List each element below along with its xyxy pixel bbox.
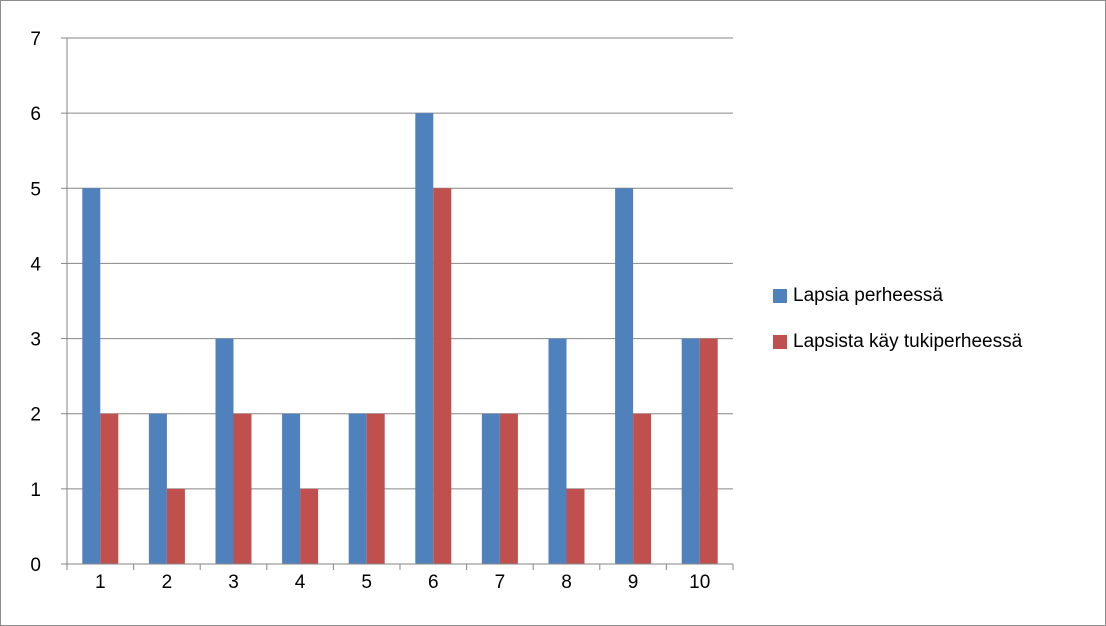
- x-tick-label: 6: [428, 572, 439, 593]
- gridlines: [67, 37, 733, 490]
- legend-item-series-1: Lapsia perheessä: [773, 283, 1103, 309]
- bar-series-2-cat-8: [566, 488, 585, 564]
- bar-series-1-cat-5: [348, 413, 367, 564]
- bar-series-1-cat-10: [681, 338, 700, 564]
- x-tick-label: 4: [295, 572, 306, 593]
- bar-series-1-cat-1: [82, 188, 101, 565]
- bar-series-2-cat-9: [633, 413, 652, 564]
- bar-series-1-cat-4: [282, 413, 301, 564]
- x-tick-label: 2: [162, 572, 173, 593]
- legend-item-series-2: Lapsista käy tukiperheessä: [773, 329, 1103, 355]
- bar-series-2-cat-3: [233, 413, 252, 564]
- y-tick-label: 7: [30, 29, 41, 50]
- bar-series-2-cat-5: [366, 413, 385, 564]
- bar-series-2-cat-7: [499, 413, 518, 564]
- bars: [82, 113, 718, 565]
- x-tick-label: 7: [495, 572, 506, 593]
- x-tick-label: 8: [561, 572, 572, 593]
- y-tick-label: 1: [30, 480, 41, 501]
- bar-series-2-cat-4: [300, 488, 319, 564]
- tick-labels: 0 1 2 3 4 5 6 7 1 2 3 4 5 6 7 8 9 10: [30, 29, 710, 593]
- legend-swatch-series-1: [773, 289, 787, 303]
- bar-series-1-cat-6: [415, 113, 434, 565]
- x-tick-label: 5: [361, 572, 372, 593]
- bar-series-1-cat-7: [481, 413, 500, 564]
- bar-series-1-cat-8: [548, 338, 567, 564]
- x-tick-label: 9: [628, 572, 639, 593]
- y-tick-label: 3: [30, 330, 41, 351]
- bar-series-2-cat-6: [433, 188, 452, 565]
- legend-label-series-1: Lapsia perheessä: [793, 285, 943, 306]
- bar-series-1-cat-3: [215, 338, 234, 564]
- x-tick-label: 10: [689, 572, 710, 593]
- bar-series-2-cat-2: [166, 488, 185, 564]
- y-tick-label: 4: [30, 254, 41, 275]
- bar-series-2-cat-1: [100, 413, 119, 564]
- bar-series-1-cat-9: [615, 188, 634, 565]
- y-tick-label: 2: [30, 405, 41, 426]
- x-tick-label: 3: [228, 572, 239, 593]
- y-tick-label: 6: [30, 104, 41, 125]
- y-tick-label: 0: [30, 555, 41, 576]
- bar-series-2-cat-10: [699, 338, 718, 564]
- legend-swatch-series-2: [773, 335, 787, 349]
- y-tick-label: 5: [30, 179, 41, 200]
- x-tick-label: 1: [95, 572, 106, 593]
- legend-label-series-2: Lapsista käy tukiperheessä: [793, 331, 1023, 352]
- bar-series-1-cat-2: [148, 413, 167, 564]
- axes: [61, 37, 734, 570]
- legend: Lapsia perheessä Lapsista käy tukiperhee…: [773, 283, 1103, 375]
